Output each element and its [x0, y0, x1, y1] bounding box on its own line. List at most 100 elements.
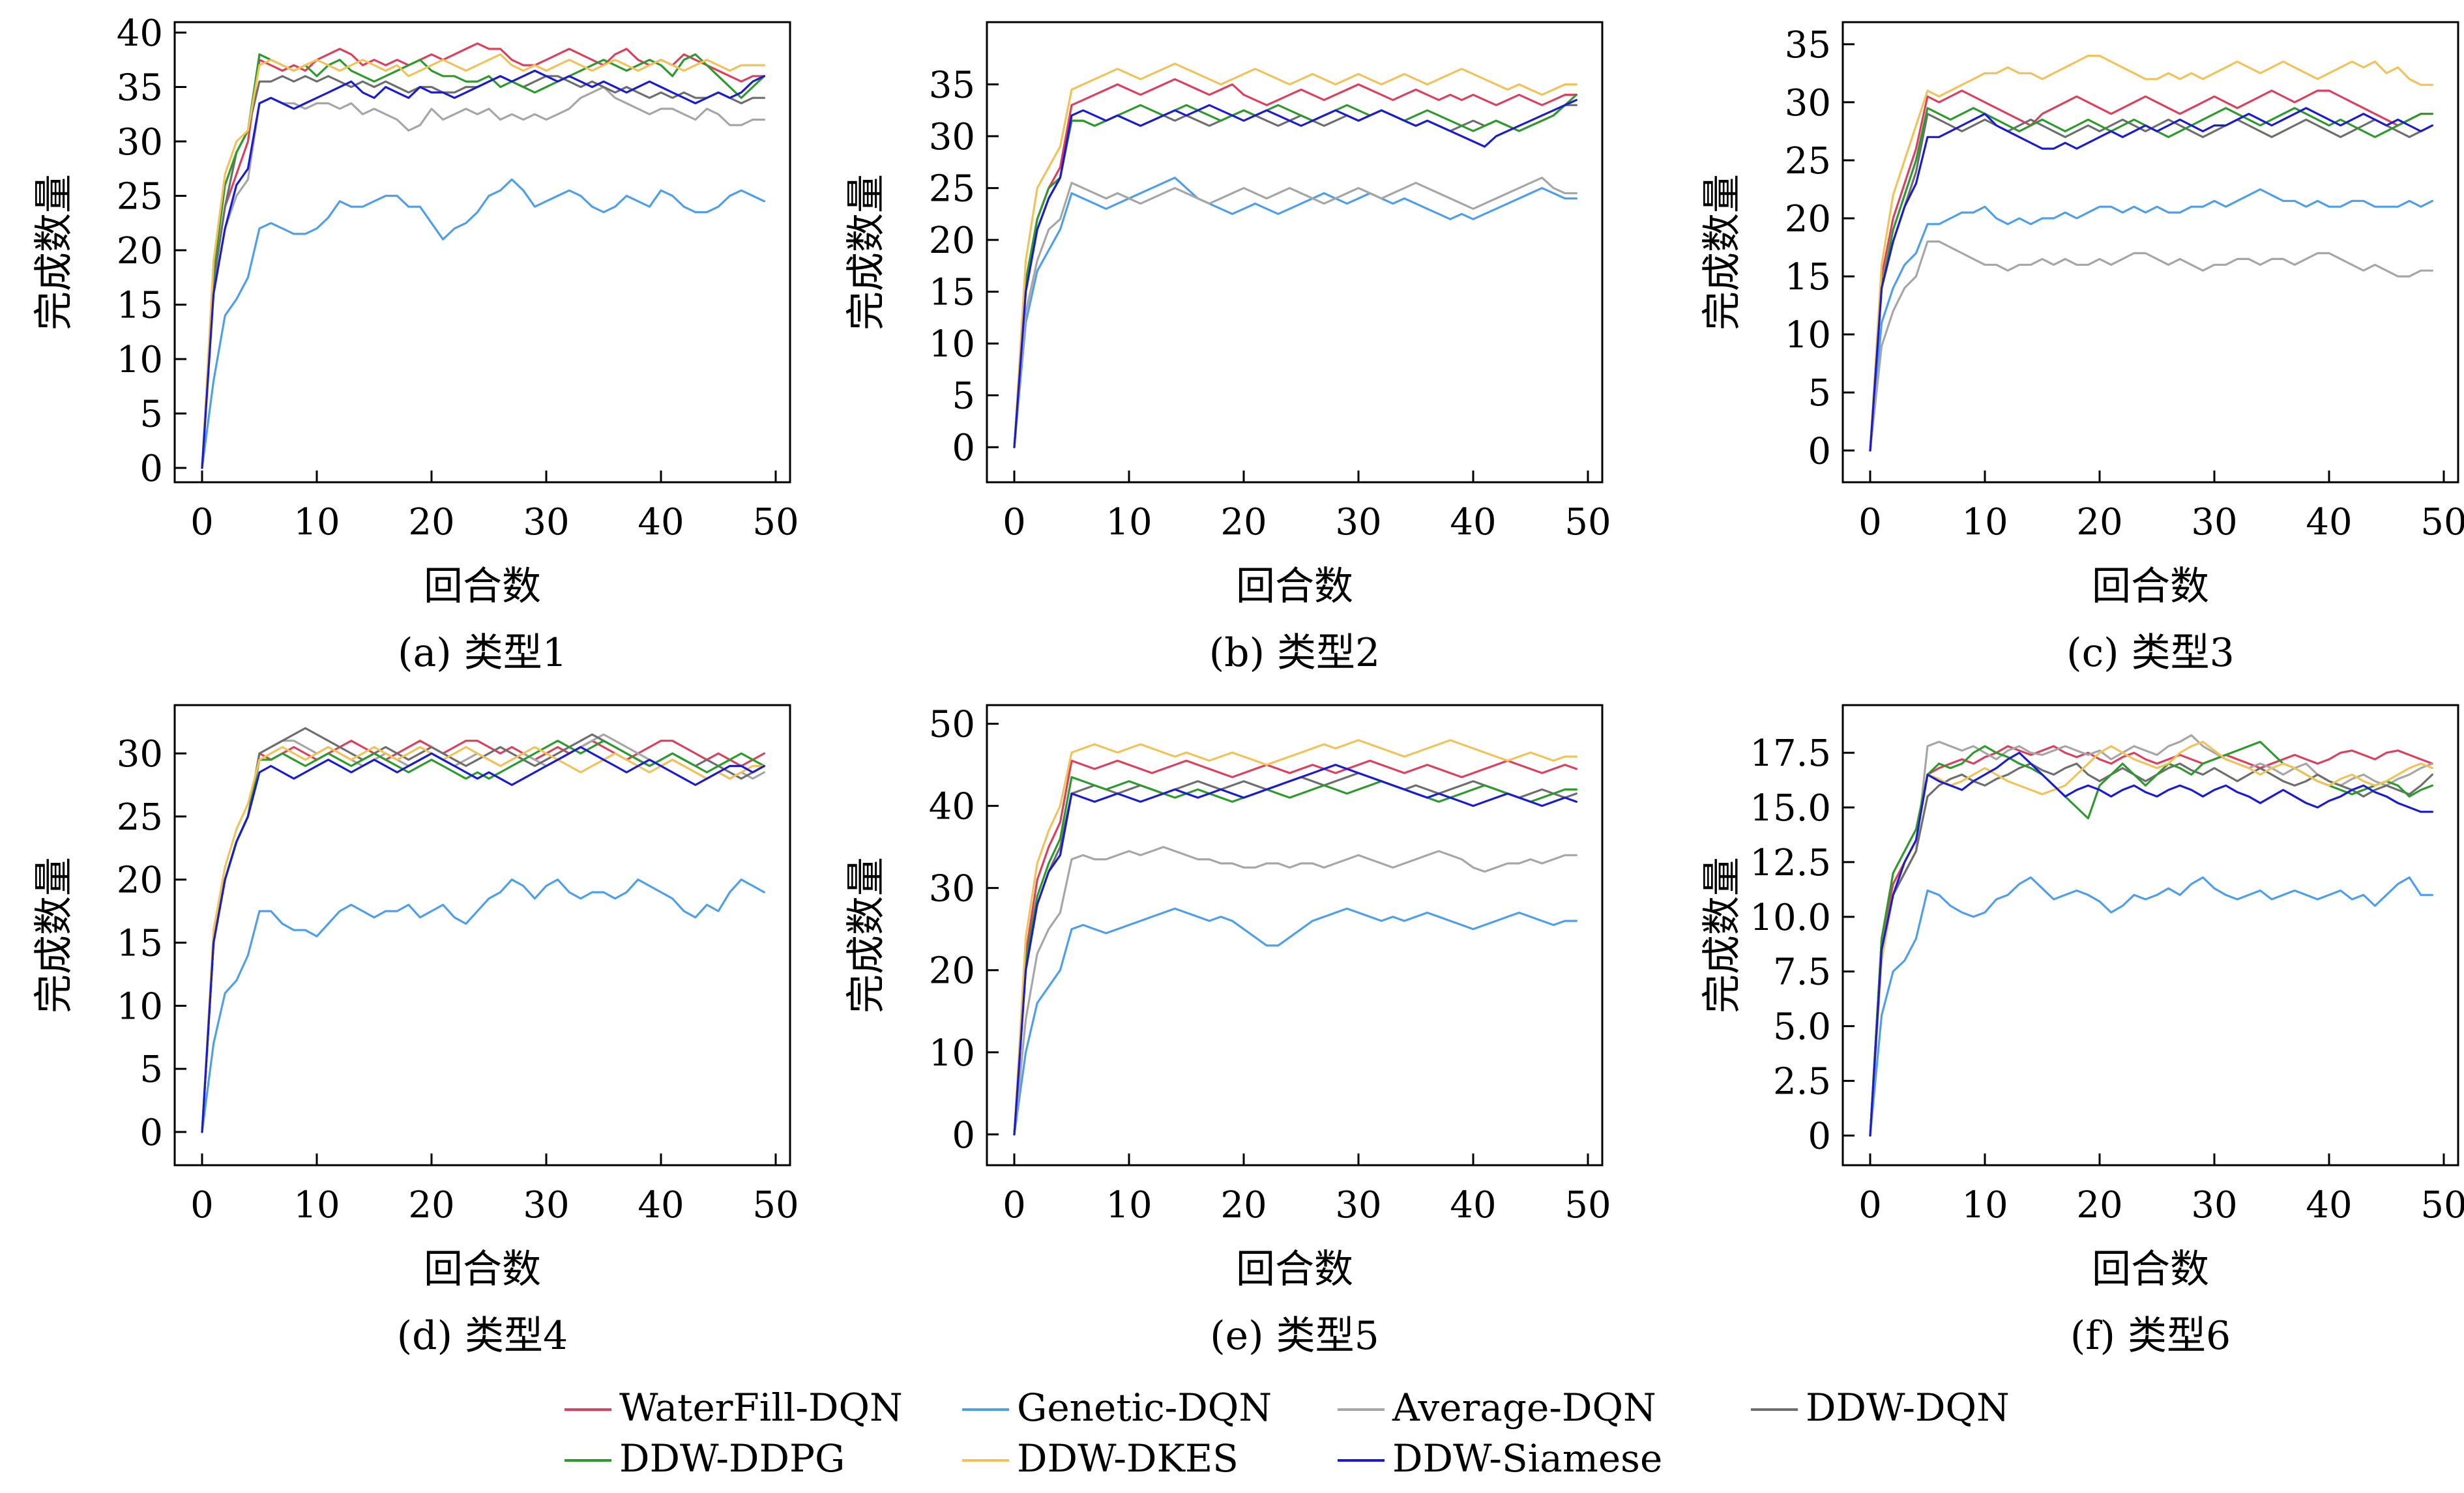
x-tick-label: 50: [1564, 1184, 1611, 1226]
x-tick-label: 10: [1961, 1184, 2008, 1226]
series-line-ddw-dkes: [1013, 739, 1577, 1136]
x-tick-label: 30: [2191, 501, 2237, 544]
x-tick-label: 20: [408, 501, 454, 544]
series-line-ddw-ddpg: [1013, 775, 1577, 1136]
y-tick-label: 7.5: [1773, 951, 1831, 994]
y-tick-label: 10: [117, 985, 163, 1028]
y-tick-label: 25: [929, 168, 975, 210]
panel-caption: (c) 类型3: [2066, 630, 2235, 676]
y-tick-label: 50: [929, 704, 975, 746]
x-axis-label: 回合数: [424, 564, 541, 609]
x-tick-label: 10: [293, 501, 340, 544]
series-line-waterfill-dqn: [201, 42, 766, 469]
series-line-ddw-siamese: [201, 746, 766, 1133]
x-tick-label: 30: [523, 501, 569, 544]
legend-item: DDW-DQN: [1751, 1385, 2010, 1430]
x-tick-label: 40: [1450, 501, 1496, 544]
panel-caption: (a) 类型1: [398, 630, 567, 676]
y-tick-label: 20: [1785, 198, 1831, 240]
plot-frame: [986, 704, 1604, 1167]
y-tick-label: 15.0: [1750, 787, 1831, 830]
y-tick-label: 20: [929, 950, 975, 993]
plot-frame: [173, 21, 791, 484]
x-tick-label: 0: [190, 1184, 214, 1226]
series-line-ddw-siamese: [1013, 98, 1577, 448]
series-line-average-dqn: [1013, 846, 1577, 1136]
chart-panel-1: 0 10 20 30 40 50 0 5 10 15 20 25 30 35 40 回合数 完成数量 (a) 类型…: [31, 12, 799, 676]
legend-item: DDW-Siamese: [1338, 1436, 1662, 1481]
series-line-ddw-dqn: [1013, 104, 1577, 448]
y-tick-label: 10.0: [1750, 897, 1831, 939]
legend-label: DDW-DKES: [1017, 1436, 1239, 1481]
x-tick-label: 50: [1564, 501, 1611, 544]
y-tick-label: 30: [929, 116, 975, 158]
y-tick-label: 10: [1785, 314, 1831, 356]
y-tick-label: 20: [929, 220, 975, 262]
x-tick-label: 0: [1858, 501, 1882, 544]
chart-panel-3: 0 10 20 30 40 50 0 5 10 15 20 25 30 35 回合数 完成数量 (c) 类型3: [1699, 21, 2464, 676]
y-tick-label: 15: [117, 285, 163, 327]
x-tick-label: 50: [752, 1184, 799, 1226]
y-tick-label: 5: [139, 394, 163, 436]
legend-item: Average-DQN: [1338, 1385, 1656, 1430]
series-line-ddw-dqn: [201, 727, 766, 1133]
chart-panel-5: 0 10 20 30 40 50 0 10 20 30 40 50 回合数 完成数量 (e) 类型5: [843, 704, 1611, 1359]
x-tick-label: 20: [2076, 501, 2122, 544]
series-line-average-dqn: [1869, 240, 2433, 452]
series-line-ddw-dqn: [201, 75, 766, 469]
x-tick-label: 10: [293, 1184, 340, 1226]
series-line-ddw-ddpg: [201, 740, 766, 1133]
series-line-ddw-dkes: [1869, 54, 2433, 452]
series-line-average-dqn: [1013, 177, 1577, 448]
y-tick-label: 25: [117, 176, 163, 218]
y-tick-label: 35: [117, 67, 163, 109]
series-line-ddw-dqn: [1869, 762, 2433, 1137]
legend: WaterFill-DQN Genetic-DQN Average-DQN DDW-D…: [565, 1385, 2010, 1481]
y-axis-label: 完成数量: [1699, 857, 1745, 1013]
y-tick-label: 35: [929, 65, 975, 107]
x-tick-label: 20: [1220, 1184, 1267, 1226]
y-tick-label: 5: [139, 1049, 163, 1091]
x-tick-label: 20: [2076, 1184, 2122, 1226]
y-tick-label: 25: [1785, 140, 1831, 182]
series-line-ddw-dqn: [1869, 113, 2433, 452]
x-tick-label: 30: [2191, 1184, 2237, 1226]
y-tick-label: 15: [117, 923, 163, 965]
plot-frame: [1841, 704, 2459, 1167]
y-tick-label: 12.5: [1750, 842, 1831, 884]
y-tick-label: 10: [929, 1032, 975, 1075]
x-tick-label: 10: [1106, 501, 1152, 544]
y-tick-label: 0: [1808, 430, 1831, 472]
series-line-waterfill-dqn: [1013, 759, 1577, 1136]
series-line-ddw-dkes: [1013, 63, 1577, 448]
chart-panel-4: 0 10 20 30 40 50 0 5 10 15 20 25 30 回合数 完成数量 (d) 类型4: [31, 704, 799, 1359]
legend-label: DDW-DDPG: [619, 1436, 845, 1481]
x-tick-label: 10: [1961, 501, 2008, 544]
x-tick-label: 0: [1003, 1184, 1026, 1226]
y-tick-label: 0: [952, 427, 975, 469]
series-line-ddw-ddpg: [201, 53, 766, 469]
y-tick-label: 10: [929, 323, 975, 366]
chart-panel-2: 0 10 20 30 40 50 0 5 10 15 20 25 30 35 回合数 完成数量 (b) 类型2: [843, 21, 1611, 676]
series-line-waterfill-dqn: [1013, 78, 1577, 448]
x-tick-label: 40: [638, 501, 684, 544]
y-tick-label: 10: [117, 339, 163, 381]
x-tick-label: 30: [523, 1184, 569, 1226]
y-axis-label: 完成数量: [31, 857, 77, 1013]
series-line-ddw-dkes: [201, 53, 766, 469]
series-line-ddw-ddpg: [1869, 107, 2433, 452]
x-tick-label: 40: [2306, 1184, 2352, 1226]
panel-caption: (e) 类型5: [1210, 1313, 1379, 1359]
series-line-average-dqn: [201, 733, 766, 1133]
y-tick-label: 30: [1785, 82, 1831, 124]
series-line-genetic-dqn: [201, 878, 766, 1133]
y-tick-label: 5: [952, 375, 975, 418]
x-tick-label: 0: [1858, 1184, 1882, 1226]
series-line-waterfill-dqn: [1869, 89, 2433, 452]
legend-label: WaterFill-DQN: [619, 1385, 903, 1430]
series-line-ddw-siamese: [201, 69, 766, 469]
y-axis-label: 完成数量: [31, 174, 77, 330]
plot-frame: [986, 21, 1604, 484]
